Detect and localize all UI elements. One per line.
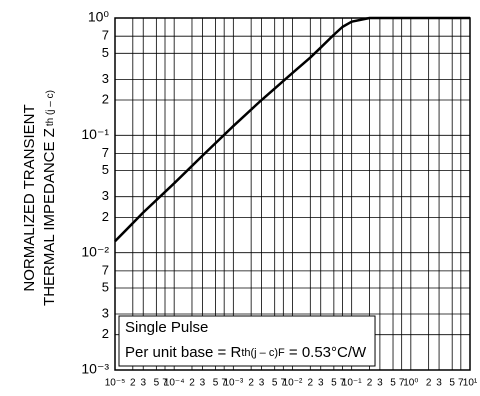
annotation-part: = 0.53°C/W bbox=[285, 344, 367, 361]
y-tick-label: 10⁻¹ bbox=[81, 126, 109, 142]
y-tick-label: 2 bbox=[102, 326, 109, 341]
y-tick-label: 2 bbox=[102, 209, 109, 224]
x-tick-label: 3 bbox=[377, 378, 383, 389]
annotation: Per unit base = Rth(j – c)F = 0.53°C/W bbox=[125, 344, 367, 361]
x-tick-label: 7 bbox=[399, 378, 405, 389]
y-tick-label: 5 bbox=[102, 45, 109, 60]
x-tick-label: 10⁻¹ bbox=[342, 378, 362, 389]
x-tick-label: 5 bbox=[272, 378, 278, 389]
x-tick-label: 5 bbox=[154, 378, 160, 389]
y-tick-label: 10⁻³ bbox=[81, 361, 109, 377]
y-tick-label: 3 bbox=[102, 305, 109, 320]
x-tick-label: 3 bbox=[140, 378, 146, 389]
y-label-line: THERMAL IMPEDANCE Z th (j – c) bbox=[41, 90, 58, 306]
annotation-part: Per unit base = R bbox=[125, 344, 241, 361]
plot-frame bbox=[114, 17, 471, 371]
x-tick-label: 5 bbox=[390, 378, 396, 389]
x-tick-label: 10⁰ bbox=[403, 378, 418, 389]
y-tick-label: 7 bbox=[102, 28, 109, 43]
x-tick-label: 2 bbox=[426, 378, 432, 389]
x-tick-label: 3 bbox=[259, 378, 265, 389]
x-tick-label: 2 bbox=[367, 378, 373, 389]
x-tick-label: 5 bbox=[331, 378, 337, 389]
y-tick-label: 2 bbox=[102, 91, 109, 106]
annotation-part: th(j – c)F bbox=[241, 347, 285, 359]
x-tick-label: 2 bbox=[248, 378, 254, 389]
y-tick-label: 7 bbox=[102, 262, 109, 277]
x-tick-label: 7 bbox=[458, 378, 464, 389]
y-label-subscript: th (j – c) bbox=[45, 90, 56, 126]
x-tick-label: 7 bbox=[221, 378, 227, 389]
x-tick-label: 2 bbox=[308, 378, 314, 389]
y-tick-label: 5 bbox=[102, 279, 109, 294]
x-tick-label: 10⁻² bbox=[283, 378, 303, 389]
y-tick-label: 3 bbox=[102, 71, 109, 86]
x-tick-label: 7 bbox=[340, 378, 346, 389]
y-axis-label: NORMALIZED TRANSIENT bbox=[21, 104, 38, 291]
annotation-box bbox=[118, 315, 376, 367]
x-tick-label: 10⁻⁴ bbox=[164, 378, 185, 389]
data-line bbox=[114, 16, 470, 243]
y-tick-label: 7 bbox=[102, 145, 109, 160]
x-tick-label: 2 bbox=[189, 378, 195, 389]
x-tick-label: 5 bbox=[213, 378, 219, 389]
y-tick-label: 5 bbox=[102, 162, 109, 177]
y-tick-label: 3 bbox=[102, 188, 109, 203]
y-tick-label: 10⁻² bbox=[81, 243, 109, 259]
x-tick-label: 10¹ bbox=[463, 378, 478, 389]
y-label-line: NORMALIZED TRANSIENT bbox=[21, 104, 38, 291]
x-tick-label: 3 bbox=[436, 378, 442, 389]
x-tick-label: 7 bbox=[162, 378, 168, 389]
x-tick-label: 10⁻⁵ bbox=[105, 378, 126, 389]
x-tick-label: 3 bbox=[200, 378, 206, 389]
x-tick-label: 7 bbox=[281, 378, 287, 389]
x-tick-label: 5 bbox=[449, 378, 455, 389]
y-tick-label: 10⁰ bbox=[88, 9, 110, 25]
y-axis-label: THERMAL IMPEDANCE Z th (j – c) bbox=[41, 90, 58, 306]
annotation: Single Pulse bbox=[125, 319, 208, 336]
y-label-text: THERMAL IMPEDANCE Z bbox=[41, 128, 58, 306]
x-tick-label: 10⁻³ bbox=[223, 378, 243, 389]
x-tick-label: 2 bbox=[130, 378, 136, 389]
x-tick-label: 3 bbox=[318, 378, 324, 389]
